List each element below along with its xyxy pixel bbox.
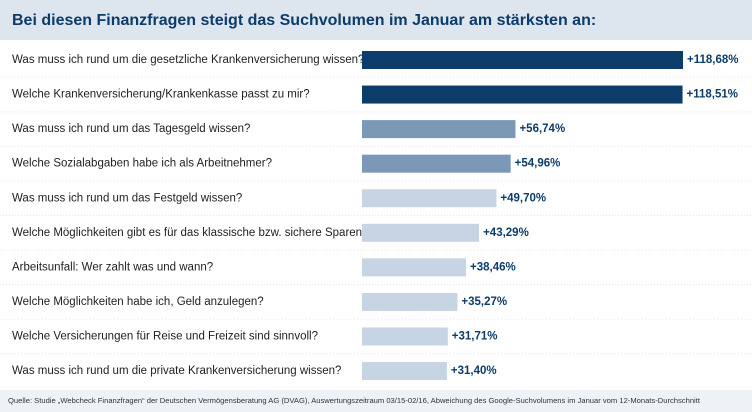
- value-label: +38,46%: [470, 261, 516, 273]
- bar: [362, 292, 458, 311]
- category-label: Was muss ich rund um das Tagesgeld wisse…: [12, 123, 250, 135]
- category-label: Arbeitsunfall: Wer zahlt was und wann?: [12, 261, 213, 273]
- category-label: Welche Krankenversicherung/Krankenkasse …: [12, 89, 310, 101]
- value-label: +35,27%: [461, 296, 507, 308]
- bar: [362, 223, 480, 242]
- value-label: +56,74%: [519, 123, 565, 135]
- bar: [362, 258, 467, 277]
- bar: [362, 85, 683, 104]
- source: Quelle: Studie „Webcheck Finanzfragen“ d…: [8, 396, 701, 405]
- value-label: +31,71%: [452, 331, 498, 343]
- value-label: +54,96%: [515, 158, 561, 170]
- category-label: Was muss ich rund um die private Kranken…: [12, 365, 341, 377]
- bar: [362, 327, 448, 346]
- category-label: Welche Sozialabgaben habe ich als Arbeit…: [12, 158, 272, 170]
- bar: [362, 189, 497, 208]
- category-label: Was muss ich rund um die gesetzliche Kra…: [12, 54, 364, 66]
- category-label: Was muss ich rund um das Festgeld wissen…: [12, 192, 242, 204]
- category-label: Welche Versicherungen für Reise und Frei…: [12, 331, 318, 343]
- bar: [362, 120, 516, 139]
- category-label: Welche Möglichkeiten gibt es für das kla…: [12, 227, 368, 239]
- bar: [362, 362, 447, 381]
- title-band: [0, 0, 752, 40]
- value-label: +49,70%: [500, 192, 546, 204]
- category-label: Welche Möglichkeiten habe ich, Geld anzu…: [12, 296, 264, 308]
- value-label: +118,68%: [687, 54, 738, 66]
- chart-title: Bei diesen Finanzfragen steigt das Suchv…: [12, 12, 596, 29]
- bar: [362, 154, 511, 173]
- source-band: [0, 390, 752, 412]
- value-label: +118,51%: [687, 89, 738, 101]
- value-label: +31,40%: [451, 365, 497, 377]
- bar: [362, 51, 683, 69]
- value-label: +43,29%: [483, 227, 529, 239]
